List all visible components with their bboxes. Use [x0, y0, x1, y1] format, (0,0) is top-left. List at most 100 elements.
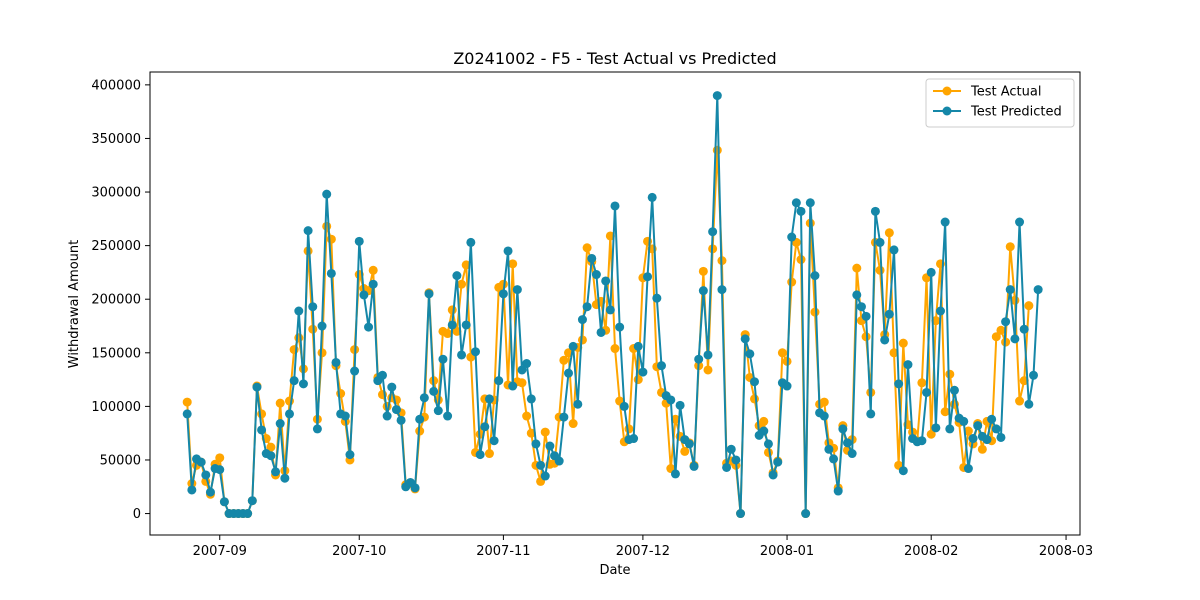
series-0-point	[215, 453, 225, 463]
series-1-point	[629, 434, 639, 444]
series-1-point	[875, 237, 885, 247]
series-1-point	[252, 382, 262, 392]
series-0-point	[322, 221, 332, 231]
series-1-point	[856, 302, 866, 312]
series-0-point	[368, 265, 378, 275]
series-1-point	[526, 394, 536, 404]
x-tick-label: 2007-10	[332, 544, 386, 559]
x-ticks: 2007-09 2007-10 2007-11 2007-12 2008-01 2008-…	[193, 535, 1093, 559]
series-1-point	[512, 285, 522, 295]
series-0-point	[1015, 396, 1025, 406]
x-tick-label: 2007-11	[476, 544, 530, 559]
series-1-point	[973, 421, 983, 431]
series-1-point	[322, 189, 332, 199]
series-1-point	[289, 376, 299, 386]
series-1-point	[684, 439, 694, 449]
series-1-point	[577, 315, 587, 325]
series-1-point	[880, 335, 890, 345]
series-1-point	[889, 245, 899, 255]
series-1-point	[247, 496, 257, 506]
series-0-point	[610, 344, 620, 354]
series-0-point	[898, 338, 908, 348]
series-1-point	[824, 444, 834, 454]
series-1-point	[917, 436, 927, 446]
series-0-point	[917, 378, 927, 388]
series-0-point	[517, 378, 527, 388]
series-1-point	[266, 451, 276, 461]
series-0-point	[680, 446, 690, 456]
series-1-point	[670, 469, 680, 479]
series-1-point	[852, 290, 862, 300]
series-1-point	[438, 354, 448, 364]
series-1-point	[619, 401, 629, 411]
series-0-point	[963, 426, 973, 436]
series-0-point	[266, 442, 276, 452]
series-0-point	[991, 332, 1001, 342]
series-1-point	[308, 302, 318, 312]
series-1-point	[564, 368, 573, 378]
series-0-point	[577, 335, 587, 345]
series-0-point	[940, 407, 950, 417]
series-1-point	[694, 354, 704, 364]
series-0-point	[461, 260, 471, 270]
series-1-point	[922, 387, 932, 397]
series-0-point	[522, 411, 532, 421]
series-1-point	[419, 393, 429, 403]
series-0-point	[582, 243, 592, 253]
series-1-point	[582, 302, 592, 312]
series-1-point	[731, 455, 741, 465]
series-1-point	[745, 349, 755, 359]
series-1-point	[884, 309, 894, 319]
series-1-point	[987, 414, 997, 424]
series-0-point	[750, 394, 759, 404]
series-0-point	[457, 279, 467, 289]
series-1-point	[457, 350, 467, 360]
series-0-point	[996, 325, 1006, 335]
series-1-point	[847, 449, 857, 459]
series-1-point	[387, 382, 397, 392]
series-1	[182, 91, 1043, 519]
series-1-point	[638, 367, 648, 377]
series-1-point	[382, 411, 392, 421]
series-1-point	[257, 425, 267, 435]
series-1-point	[466, 237, 476, 247]
series-1-point	[326, 268, 336, 278]
series-1-point	[722, 462, 732, 472]
series-1-point	[936, 306, 945, 316]
series-1-point	[787, 232, 797, 242]
series-1-point	[494, 376, 504, 386]
series-0-point	[294, 333, 304, 343]
series-1-point	[285, 409, 294, 419]
series-1-point	[615, 322, 625, 332]
series-0-point	[875, 265, 885, 275]
series-1-point	[1010, 334, 1020, 344]
series-1-point	[508, 381, 518, 391]
series-1-point	[447, 320, 457, 330]
series-1-point	[1005, 285, 1015, 295]
legend-marker	[942, 106, 952, 116]
series-0-point	[670, 414, 680, 424]
series-0-point	[559, 355, 569, 365]
series-1-point	[712, 91, 722, 101]
y-tick-label: 350000	[91, 132, 141, 147]
series-0	[182, 145, 1034, 519]
series-1-point	[870, 206, 880, 216]
series-0-point	[889, 348, 899, 358]
series-0-point	[1024, 301, 1034, 311]
series-1-point	[424, 289, 434, 299]
series-1-point	[443, 411, 453, 421]
series-0-point	[336, 389, 346, 399]
series-1-point	[219, 497, 229, 507]
series-1-point	[698, 286, 708, 296]
series-0-point	[884, 228, 894, 238]
series-1-point	[1024, 399, 1034, 409]
series-1-point	[591, 270, 601, 280]
series-1-point	[182, 409, 192, 419]
series-0-point	[508, 259, 518, 269]
series-1-point	[843, 438, 852, 448]
series-1-point	[643, 272, 653, 282]
series-1-point	[801, 509, 811, 519]
x-tick-label: 2008-01	[760, 544, 814, 559]
series-0-point	[257, 409, 267, 419]
series-0-point	[945, 369, 955, 379]
